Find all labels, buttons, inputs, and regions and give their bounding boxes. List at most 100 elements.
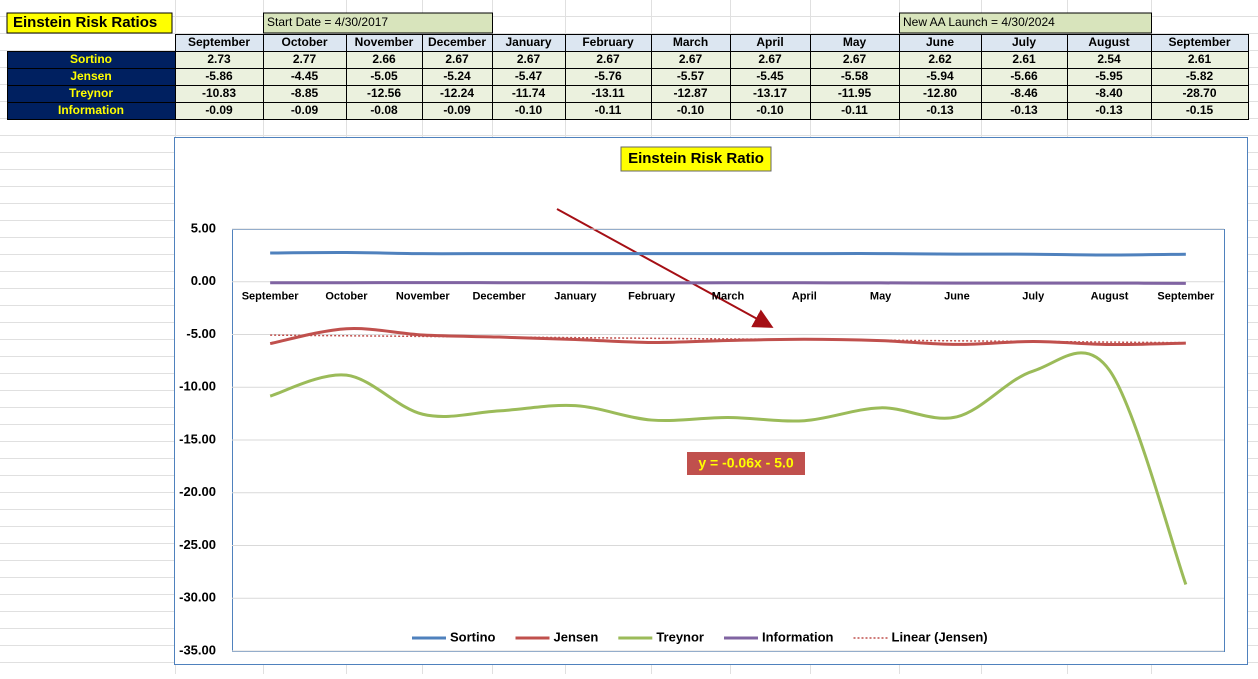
x-tick-label: February	[628, 291, 676, 303]
cell-value: 2.73	[207, 52, 231, 66]
cell-value: 2.67	[679, 52, 703, 66]
cell-value: -0.13	[1095, 103, 1123, 117]
cell-value: -5.66	[1010, 69, 1038, 83]
cell-value: 2.77	[293, 52, 317, 66]
column-header: August	[1088, 35, 1129, 49]
cell-value: 2.67	[517, 52, 541, 66]
legend-label: Linear (Jensen)	[892, 629, 988, 644]
cell-value: -12.24	[440, 86, 474, 100]
y-tick-label: 0.00	[191, 273, 216, 288]
note: New AA Launch = 4/30/2024	[903, 15, 1055, 29]
note-cell	[899, 12, 1152, 34]
cell-value: -5.94	[926, 69, 954, 83]
y-tick-label: -15.00	[179, 431, 216, 446]
cell-value: -5.58	[841, 69, 869, 83]
x-tick-label: October	[325, 291, 368, 303]
cell-value: -8.40	[1095, 86, 1123, 100]
x-tick-label: April	[792, 291, 817, 303]
cell-value: -5.45	[756, 69, 784, 83]
row-header: Treynor	[69, 86, 113, 100]
cell-value: -28.70	[1182, 86, 1216, 100]
x-tick-label: September	[242, 291, 300, 303]
trendline-label-box	[687, 452, 805, 475]
x-tick-label: November	[396, 291, 451, 303]
note-cell	[263, 12, 493, 34]
cell-value: -5.82	[1186, 69, 1214, 83]
cell-value: -12.87	[673, 86, 707, 100]
y-tick-label: -25.00	[179, 537, 216, 552]
series-line	[269, 351, 1188, 586]
cell-value: 2.62	[928, 52, 952, 66]
x-tick-label: June	[944, 291, 970, 303]
cell-value: -5.57	[677, 69, 705, 83]
y-tick-label: -35.00	[179, 642, 216, 657]
note: Start Date = 4/30/2017	[267, 15, 388, 29]
cell-value: 2.54	[1097, 52, 1121, 66]
cell-value: 2.61	[1188, 52, 1212, 66]
row-header: Jensen	[70, 69, 111, 83]
x-tick-label: July	[1022, 291, 1045, 303]
cell-value: 2.67	[758, 52, 782, 66]
cell-value: -0.09	[443, 103, 471, 117]
y-tick-label: 5.00	[191, 220, 216, 235]
cell-value: -12.56	[367, 86, 401, 100]
legend-label: Sortino	[450, 629, 496, 644]
chart-title: Einstein Risk Ratio	[628, 150, 764, 167]
column-header: May	[843, 35, 867, 49]
column-header: September	[1168, 35, 1230, 49]
cell-value: -0.11	[595, 103, 622, 117]
column-header: April	[756, 35, 783, 49]
cell-value: -0.09	[205, 103, 233, 117]
cell-value: -0.10	[677, 103, 705, 117]
cell-value: 2.67	[445, 52, 469, 66]
column-header: July	[1012, 35, 1036, 49]
series-line	[270, 281, 1186, 285]
cell	[1151, 102, 1249, 120]
y-tick-label: -30.00	[179, 590, 216, 605]
x-tick-label: March	[712, 291, 745, 303]
cell-value: 2.67	[596, 52, 620, 66]
legend-label: Jensen	[554, 629, 599, 644]
title-cell	[6, 12, 173, 34]
cell-value: -10.83	[202, 86, 236, 100]
cell-value: -11.95	[838, 86, 872, 100]
column-header: November	[355, 35, 414, 49]
cell-value: -0.09	[291, 103, 319, 117]
trendline-label: y = -0.06x - 5.0	[698, 455, 794, 471]
cell-value: -0.13	[926, 103, 954, 117]
column-header: January	[505, 35, 551, 49]
series-line	[269, 326, 1186, 347]
cell-value: -13.11	[591, 86, 625, 100]
cell-value: -11.74	[512, 86, 546, 100]
row-header: Information	[58, 103, 124, 117]
legend-label: Information	[762, 629, 834, 644]
cell-value: -5.86	[205, 69, 233, 83]
cell-value: 2.67	[843, 52, 867, 66]
cell-value: -8.46	[1010, 86, 1038, 100]
table-title: Einstein Risk Ratios	[13, 14, 157, 31]
cell-value: -12.80	[923, 86, 957, 100]
cell-value: -0.15	[1186, 103, 1214, 117]
x-tick-label: September	[1157, 291, 1215, 303]
chart-area	[174, 137, 1248, 665]
x-tick-label: January	[554, 291, 597, 303]
y-tick-label: -5.00	[186, 326, 216, 341]
column-header: March	[673, 35, 708, 49]
cell-value: -5.05	[370, 69, 398, 83]
column-header: September	[188, 35, 250, 49]
x-tick-label: August	[1091, 291, 1129, 303]
cell-value: -0.13	[1010, 103, 1038, 117]
x-tick-label: May	[870, 291, 892, 303]
y-tick-label: -10.00	[179, 379, 216, 394]
cell-value: 2.66	[372, 52, 396, 66]
column-header: June	[926, 35, 954, 49]
cell-value: -5.95	[1095, 69, 1123, 83]
x-tick-label: December	[472, 291, 526, 303]
cell-value: -5.47	[515, 69, 543, 83]
cell-value: -5.76	[594, 69, 622, 83]
cell-value: -8.85	[291, 86, 319, 100]
cell-value: -0.10	[756, 103, 784, 117]
series-line	[270, 251, 1186, 257]
